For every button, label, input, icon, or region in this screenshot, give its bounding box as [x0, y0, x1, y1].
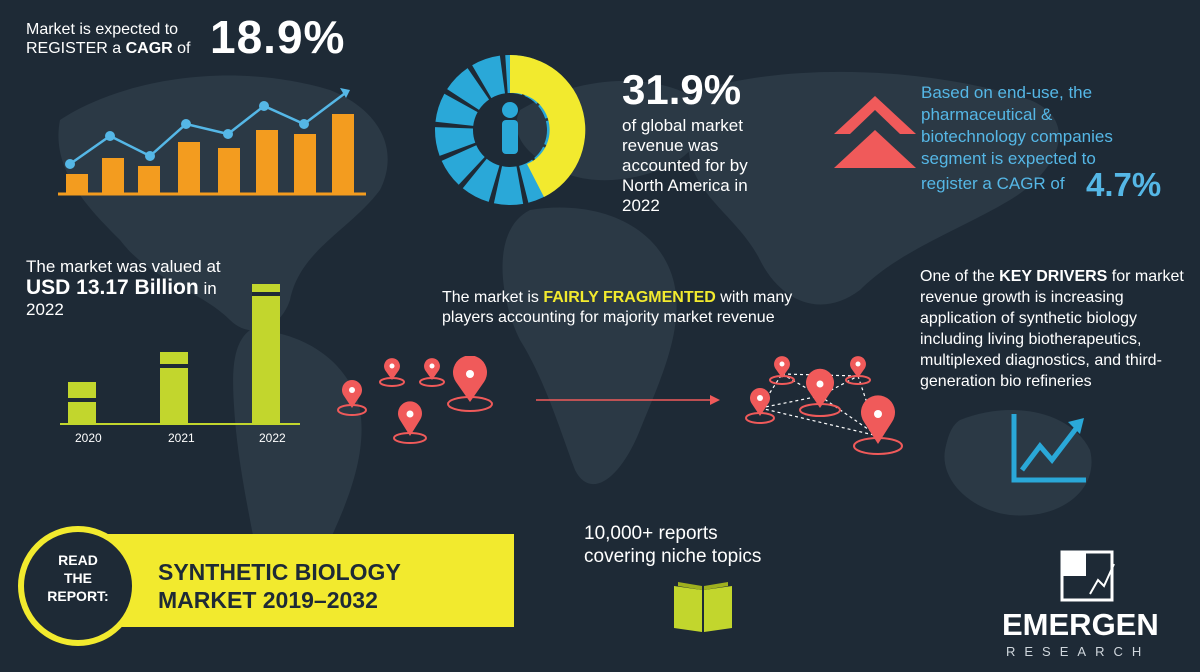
growth-chart-icon	[58, 88, 366, 196]
na-desc-line: North America in	[622, 176, 748, 195]
report-banner[interactable]	[100, 534, 514, 627]
north-america-share-donut	[435, 54, 586, 205]
report-title-line1: SYNTHETIC BIOLOGY	[158, 559, 401, 585]
read-line: READ	[58, 552, 98, 568]
cagr-intro-bold: CAGR	[125, 40, 173, 57]
read-line: REPORT:	[47, 588, 109, 604]
read-line: THE	[64, 570, 92, 586]
report-title[interactable]: SYNTHETIC BIOLOGY MARKET 2019–2032	[158, 558, 458, 614]
trend-up-chart-icon	[1011, 414, 1086, 483]
cagr-intro-line1: Market is expected to	[26, 21, 179, 38]
valuation-in: in	[198, 279, 217, 298]
fragmented-text: The market is FAIRLY FRAGMENTED with man…	[442, 288, 802, 328]
report-title-line2: MARKET 2019–2032	[158, 587, 378, 613]
na-desc-line: of global market	[622, 116, 743, 135]
drivers-post: for market revenue growth is increasing …	[920, 268, 1184, 390]
drivers-bold: KEY DRIVERS	[999, 268, 1108, 285]
valuation-year: 2022	[26, 300, 64, 319]
cagr-intro-post: of	[172, 40, 191, 57]
arrow-right-icon	[536, 395, 720, 405]
open-book-icon	[674, 582, 732, 632]
cagr-intro-line2: REGISTER a CAGR of	[26, 39, 190, 58]
na-desc-line: 2022	[622, 196, 660, 215]
cagr-intro-pre: REGISTER a	[26, 40, 126, 57]
cagr-value: 18.9%	[210, 11, 346, 63]
read-report-circle[interactable]	[18, 526, 138, 646]
read-report-label[interactable]: READ THE REPORT:	[30, 551, 126, 605]
reports-count-text: 10,000+ reports covering niche topics	[584, 522, 761, 568]
logo-name: EMERGEN	[1002, 607, 1159, 642]
end-use-line: segment is expected to	[921, 149, 1096, 168]
valuation-bar-chart	[60, 284, 300, 425]
logo-subtitle: RESEARCH	[1006, 644, 1151, 659]
year-label-2020: 2020	[75, 431, 102, 445]
valuation-text: The market was valued at USD 13.17 Billi…	[26, 256, 256, 320]
year-label-2022: 2022	[259, 431, 286, 445]
drivers-pre: One of the	[920, 268, 1000, 285]
end-use-line: biotechnology companies	[921, 127, 1113, 146]
reports-line1: 10,000+ reports	[584, 523, 718, 544]
double-up-arrow-icon	[834, 96, 916, 168]
valuation-amount: USD 13.17 Billion	[26, 276, 199, 299]
fragmented-post: with many players accounting for majorit…	[442, 289, 793, 326]
cagr-intro-text: Market is expected to REGISTER a CAGR of	[26, 20, 190, 58]
end-use-line: pharmaceutical &	[921, 105, 1053, 124]
reports-line2: covering niche topics	[584, 546, 762, 567]
end-use-cagr-label: register a CAGR of	[921, 174, 1065, 193]
location-pins-network-icon	[745, 356, 903, 455]
na-desc-line: accounted for by	[622, 156, 748, 175]
key-drivers-text: One of the KEY DRIVERS for market revenu…	[920, 266, 1190, 392]
end-use-cagr-value: 4.7%	[1086, 166, 1162, 203]
emergen-logo-icon	[1060, 550, 1115, 602]
end-use-line: Based on end-use, the	[921, 83, 1093, 102]
valuation-line1: The market was valued at	[26, 257, 221, 276]
north-america-description: of global market revenue was accounted f…	[622, 116, 782, 216]
year-label-2021: 2021	[168, 431, 195, 445]
fragmented-highlight: FAIRLY FRAGMENTED	[543, 289, 716, 306]
location-pins-left-icon	[337, 356, 493, 444]
north-america-value: 31.9%	[622, 66, 742, 113]
fragmented-pre: The market is	[442, 289, 544, 306]
na-desc-line: revenue was	[622, 136, 719, 155]
end-use-description: Based on end-use, the pharmaceutical & b…	[921, 82, 1171, 170]
